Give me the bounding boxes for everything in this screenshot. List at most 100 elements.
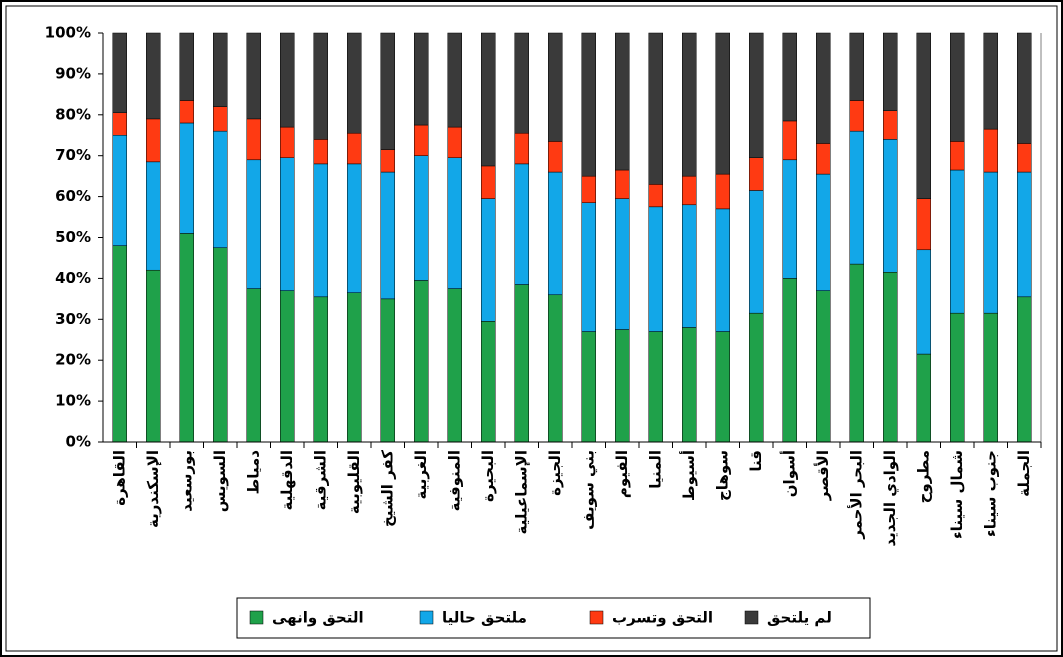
y-tick-label: 90% [55, 64, 91, 82]
bar-segment [682, 327, 697, 443]
bar-segment [950, 169, 965, 314]
bar-segment [581, 175, 596, 203]
bar-segment [146, 118, 161, 163]
y-tick-label: 20% [55, 351, 91, 369]
bar-segment [782, 278, 797, 443]
x-tick-label: قنا [747, 450, 765, 472]
x-tick-label: الوادي الجديد [881, 450, 900, 547]
bar-segment [916, 198, 931, 251]
bar-segment [715, 173, 730, 210]
x-tick-label: القاهرة [110, 450, 128, 506]
bar-segment [581, 202, 596, 332]
bar-segment [213, 130, 228, 248]
x-tick-label: أسيوط [679, 450, 698, 501]
y-tick-label: 50% [55, 228, 91, 246]
legend-swatch [589, 610, 604, 625]
bar-segment [983, 128, 998, 173]
bar-segment [581, 32, 596, 177]
y-tick-label: 40% [55, 269, 91, 287]
bar-segment [347, 32, 362, 134]
y-tick-label: 70% [55, 146, 91, 164]
bar-segment [883, 139, 898, 273]
bar-segment [112, 135, 127, 246]
legend-label: التحق وانهى [272, 609, 364, 627]
x-tick-label: الجيزة [546, 450, 564, 496]
x-tick-label: البحر الأحمر [847, 450, 865, 540]
x-tick-label: القليوبية [345, 450, 363, 514]
bar-segment [615, 329, 630, 443]
bar-segment [246, 32, 261, 120]
bar-segment [782, 120, 797, 161]
bar-segment [1017, 296, 1032, 443]
bar-segment [983, 171, 998, 314]
bar-segment [447, 157, 462, 289]
bar-segment [715, 208, 730, 332]
bar-segment [749, 157, 764, 191]
bar-segment [883, 32, 898, 111]
bar-segment [615, 198, 630, 330]
bar-segment [682, 204, 697, 328]
bar-segment [179, 32, 194, 101]
bar-segment [581, 331, 596, 443]
bar-segment [380, 32, 395, 150]
bar-segment [615, 169, 630, 199]
inner-frame [5, 5, 1058, 652]
bar-segment [816, 143, 831, 175]
bar-segment [1017, 32, 1032, 144]
bar-segment [1017, 143, 1032, 173]
bar-segment [816, 290, 831, 443]
x-tick-label: بورسعيد [177, 450, 195, 512]
bar-segment [548, 294, 563, 443]
x-tick-label: شمال سيناء [948, 450, 966, 539]
bar-segment [380, 149, 395, 173]
x-tick-label: سوهاج [713, 450, 731, 501]
legend-label: التحق وتسرب [612, 609, 713, 627]
bar-segment [749, 190, 764, 314]
bar-segment [1017, 171, 1032, 298]
bar-segment [548, 141, 563, 173]
bar-segment [648, 331, 663, 443]
legend-swatch [744, 610, 759, 625]
bar-segment [313, 139, 328, 165]
bar-segment [916, 353, 931, 443]
bar-segment [313, 32, 328, 140]
y-tick-label: 0% [66, 433, 91, 451]
bar-segment [950, 312, 965, 443]
bar-segment [950, 141, 965, 171]
bar-segment [916, 249, 931, 355]
y-tick-label: 30% [55, 310, 91, 328]
bar-segment [380, 171, 395, 300]
bar-segment [782, 159, 797, 279]
bar-segment [146, 32, 161, 120]
bar-segment [213, 106, 228, 132]
legend-swatch [419, 610, 434, 625]
bar-segment [648, 206, 663, 332]
bar-segment [414, 32, 429, 126]
bar-segment [816, 32, 831, 144]
x-tick-label: أسوان [779, 450, 798, 497]
bar-segment [715, 32, 730, 175]
bar-segment [280, 126, 295, 158]
x-tick-label: بني سويف [579, 450, 597, 530]
bar-segment [414, 155, 429, 281]
x-tick-label: الدقهلية [278, 450, 296, 511]
bar-segment [246, 118, 261, 161]
bar-segment [112, 32, 127, 114]
bar-segment [849, 263, 864, 443]
bar-segment [514, 284, 529, 443]
bar-segment [682, 32, 697, 177]
bar-segment [849, 130, 864, 265]
bar-segment [313, 296, 328, 443]
bar-segment [816, 173, 831, 291]
bar-segment [983, 312, 998, 443]
y-tick-label: 100% [45, 24, 91, 42]
bar-segment [112, 112, 127, 136]
y-tick-label: 80% [55, 105, 91, 123]
bar-segment [849, 100, 864, 132]
bar-segment [481, 165, 496, 199]
x-tick-label: البحيرة [479, 450, 497, 502]
x-tick-label: الغربية [412, 450, 430, 499]
bar-segment [280, 157, 295, 291]
bar-segment [648, 32, 663, 185]
bar-segment [950, 32, 965, 142]
